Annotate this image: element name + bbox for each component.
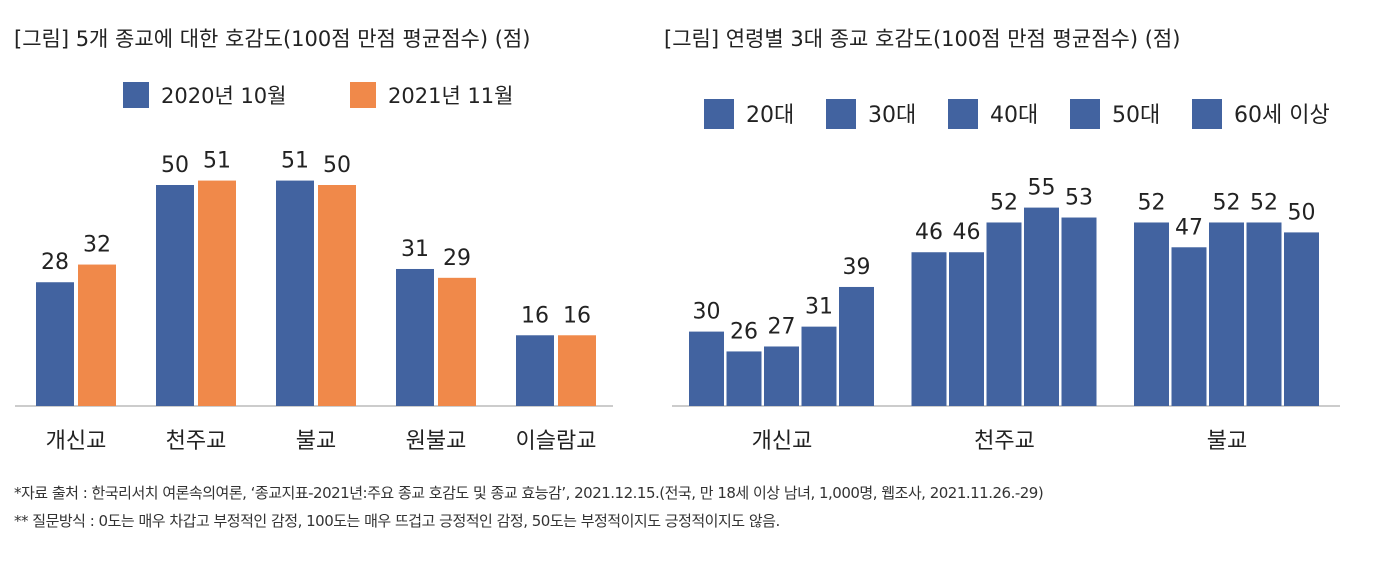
data-label: 50 (161, 153, 189, 178)
legend-label: 20대 (746, 103, 794, 128)
data-label: 51 (203, 149, 231, 174)
data-label: 16 (563, 303, 591, 328)
bar (438, 277, 476, 406)
legend-swatch (1192, 99, 1222, 129)
bar (726, 351, 762, 406)
data-label: 28 (41, 250, 69, 275)
bar (1024, 207, 1059, 406)
data-label: 47 (1175, 215, 1203, 240)
bar (689, 331, 724, 406)
data-label: 46 (953, 220, 981, 245)
category-label: 개신교 (752, 429, 813, 454)
category-label: 개신교 (46, 429, 107, 454)
bar (318, 185, 356, 406)
data-label: 52 (990, 190, 1018, 215)
data-label: 52 (1213, 190, 1241, 215)
data-label: 31 (401, 237, 429, 262)
bar (839, 286, 874, 406)
category-label: 천주교 (974, 429, 1035, 454)
data-label: 52 (1250, 190, 1278, 215)
data-label: 26 (730, 319, 758, 344)
bar (1061, 217, 1097, 406)
data-label: 27 (768, 314, 796, 339)
data-label: 30 (693, 300, 721, 325)
bar (764, 346, 799, 406)
bar (78, 264, 116, 406)
category-label: 불교 (296, 429, 336, 454)
category-label: 불교 (1207, 429, 1247, 454)
data-label: 29 (443, 246, 471, 271)
legend-swatch (123, 82, 149, 108)
legend-label: 60세 이상 (1234, 103, 1330, 128)
legend-swatch (350, 82, 376, 108)
data-label: 32 (83, 233, 111, 258)
charts: [그림] 5개 종교에 대한 호감도(100점 만점 평균점수) (점) 2020… (14, 27, 1340, 454)
data-label: 31 (805, 295, 833, 320)
bar (1134, 222, 1169, 406)
source-note: *자료 출처 : 한국리서치 여론속의여론, ‘종교지표-2021년:주요 종교… (14, 484, 1044, 502)
bar (156, 185, 194, 406)
bar (198, 180, 236, 406)
bar (801, 326, 837, 406)
data-label: 16 (521, 303, 549, 328)
legend-label: 30대 (868, 103, 916, 128)
bar (1246, 222, 1282, 406)
bar (558, 335, 596, 406)
legend-label: 2020년 10월 (161, 84, 286, 108)
data-label: 46 (915, 220, 943, 245)
bar (1284, 232, 1319, 406)
data-label: 50 (1288, 200, 1316, 225)
bar (276, 180, 314, 406)
chart-title: [그림] 5개 종교에 대한 호감도(100점 만점 평균점수) (점) (14, 27, 530, 51)
legend-swatch (826, 99, 856, 129)
bar (516, 335, 554, 406)
legend-swatch (948, 99, 978, 129)
bar (911, 252, 947, 406)
data-label: 39 (843, 255, 871, 280)
chart-title: [그림] 연령별 3대 종교 호감도(100점 만점 평균점수) (점) (664, 27, 1180, 51)
data-label: 51 (281, 149, 309, 174)
bar (1209, 222, 1244, 406)
category-label: 원불교 (406, 429, 467, 454)
data-label: 55 (1028, 176, 1056, 201)
bar (949, 252, 984, 406)
category-label: 천주교 (166, 429, 227, 454)
bar (986, 222, 1022, 406)
legend-label: 40대 (990, 103, 1038, 128)
legend-swatch (1070, 99, 1100, 129)
data-label: 52 (1138, 190, 1166, 215)
question-note: ** 질문방식 : 0도는 매우 차갑고 부정적인 감정, 100도는 매우 뜨… (14, 512, 780, 530)
bar (1171, 247, 1207, 406)
legend-label: 50대 (1112, 103, 1160, 128)
data-label: 50 (323, 153, 351, 178)
bar (36, 282, 74, 406)
legend-label: 2021년 11월 (388, 84, 513, 108)
legend-swatch (704, 99, 734, 129)
data-label: 53 (1065, 186, 1093, 211)
bar (396, 268, 434, 406)
category-label: 이슬람교 (516, 429, 597, 454)
